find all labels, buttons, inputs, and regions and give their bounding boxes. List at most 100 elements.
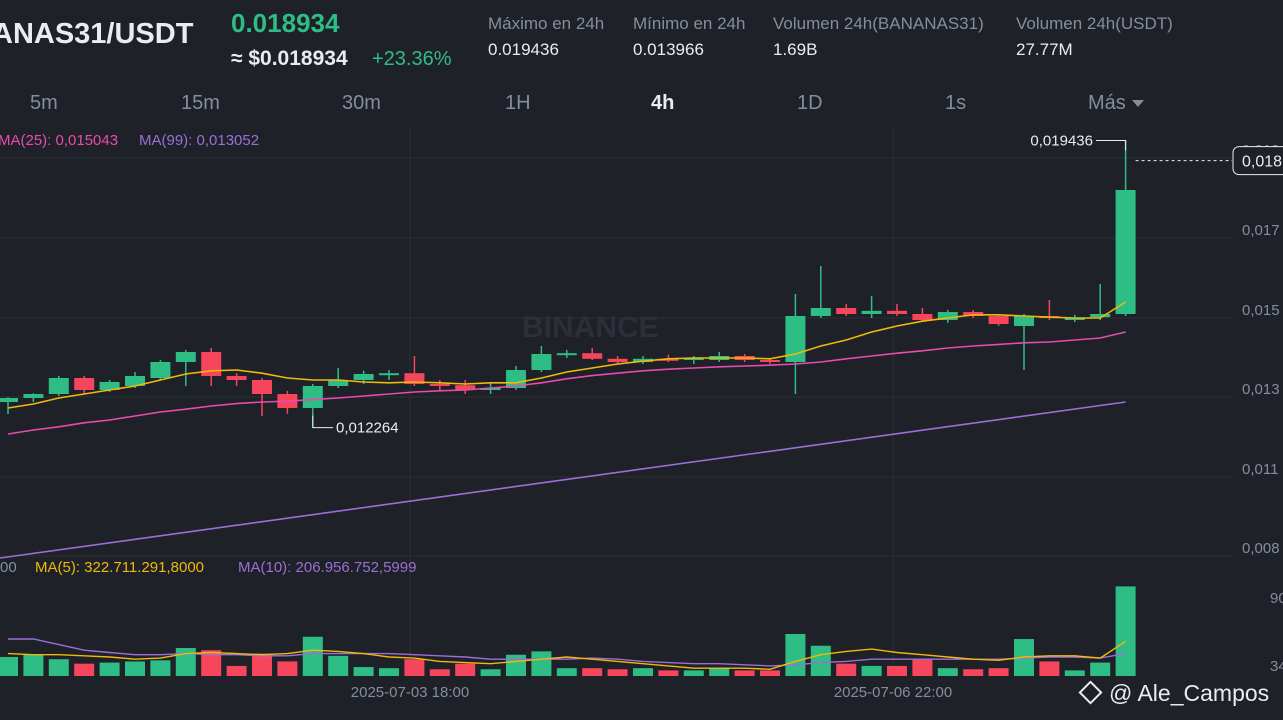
current-price-tag-label: 0,018 [1242,154,1282,171]
tab-timeframe-30m[interactable]: 30m [342,92,381,114]
candle-body-42 [1064,318,1085,320]
candle-body-37 [937,312,958,320]
ma25-line [7,331,1126,435]
candle-body-33 [836,308,857,314]
volume-ma5-line [7,640,1126,671]
volume-bar-6 [150,660,171,676]
low-annotation-line [312,415,333,429]
candle-body-5 [125,376,145,386]
more-timeframes-label: Más [1088,92,1126,114]
stat-value-high: 0.019436 [488,40,559,59]
volume-bar-24 [607,669,628,676]
ma7-line [7,301,1127,409]
high-annotation-label: 0,019436 [1030,133,1093,150]
candle-body-18 [455,385,476,390]
volume-bar-8 [201,650,222,676]
ma99-legend: MA(99): 0,013052 [139,132,260,149]
volume-bar-1 [23,654,44,676]
volume-bar-0 [0,656,18,676]
candle-body-1 [23,394,44,398]
volume-bar-7 [175,648,196,676]
candle-body-22 [556,353,577,356]
volume-ma10-line [8,638,1126,667]
volume-bars [0,586,1136,676]
last-price: 0.018934 [231,8,340,38]
candle-body-21 [531,354,552,370]
candle-body-10 [252,380,272,394]
candle-body-12 [302,386,323,408]
volume-bar-28 [709,668,730,676]
candle-body-16 [404,373,425,384]
volume-bar-35 [887,665,907,676]
volume-bar-10 [252,653,272,676]
volume-bar-18 [455,663,476,676]
volume-legend-value: 00 [0,559,17,576]
high-annotation-line [1096,140,1127,151]
volume-bar-11 [277,661,298,676]
tab-timeframe-1d[interactable]: 1D [797,92,823,114]
candle-body-31 [785,316,806,362]
candle-body-17 [429,384,450,386]
candle-body-34 [861,310,882,314]
price-annotations: 0,019436 0,012264 [312,133,1232,437]
volume-bar-25 [633,668,653,676]
candle-body-40 [1014,316,1034,326]
tab-timeframe-1s[interactable]: 1s [945,92,967,114]
volume-bar-17 [429,669,450,676]
stat-label-volume-quote: Volumen 24h(USDT) [1016,14,1173,33]
chart-grid [0,126,1232,676]
tab-timeframe-15m[interactable]: 15m [181,92,220,114]
volume-ma5-legend: MA(5): 322.711.291,8000 [35,559,205,576]
user-watermark: @ Ale_Campos [1078,680,1270,707]
volume-bar-9 [226,665,247,676]
user-watermark-text: @ Ale_Campos [1109,680,1270,706]
binance-watermark-logo: BINANCE [522,311,659,344]
stat-value-volume-quote: 27.77M [1016,40,1073,59]
candle-body-24 [607,358,628,362]
price-change-percent: +23.36% [372,48,452,70]
volume-bar-20 [506,654,526,676]
volume-bar-5 [125,661,145,676]
stat-label-volume-base: Volumen 24h(BANANAS31) [773,14,984,33]
volume-bar-29 [734,670,755,676]
candle-body-14 [353,374,374,380]
candle-body-13 [328,380,349,386]
tab-timeframe-4h[interactable]: 4h [651,92,675,114]
caret-down-icon [1131,100,1144,108]
volume-bar-13 [328,655,349,676]
stat-label-high: Máximo en 24h [488,14,605,33]
time-axis: 2025-07-03 18:00 2025-07-06 22:00 [351,684,952,701]
candle-body-15 [379,373,399,376]
trading-pair-title[interactable]: ANAS31/USDT [0,18,194,50]
stat-value-low: 0.013966 [633,40,704,59]
candle-body-7 [175,352,196,362]
price-tick-5: 0,008 [1242,540,1280,557]
candle-body-2 [48,378,69,394]
volume-bar-36 [912,659,933,676]
tab-timeframe-1h[interactable]: 1H [505,92,531,114]
time-tick-0: 2025-07-03 18:00 [351,684,469,701]
volume-tick-0: 90 [1270,590,1283,607]
candle-body-23 [582,353,603,359]
volume-bar-12 [302,636,323,676]
candle-body-30 [760,360,780,362]
stat-label-low: Mínimo en 24h [633,14,746,33]
more-timeframes-button[interactable]: Más [1088,92,1144,115]
volume-bar-15 [379,668,399,676]
volume-bar-22 [556,668,577,676]
price-tick-1: 0,017 [1242,222,1280,239]
volume-bar-44 [1115,586,1136,676]
approx-usd-price: ≈ $0.018934 [231,47,348,70]
candle-body-19 [480,388,501,390]
candle-body-36 [912,314,933,320]
volume-bar-23 [582,668,603,676]
volume-bar-19 [480,669,501,676]
volume-tick-1: 34 [1270,658,1283,675]
tab-timeframe-5m[interactable]: 5m [30,92,58,114]
volume-bar-2 [48,659,69,676]
volume-bar-41 [1039,661,1060,676]
volume-bar-32 [810,645,831,676]
current-price-tag [1232,146,1283,176]
volume-ma10-legend: MA(10): 206.956.752,5999 [238,559,417,576]
